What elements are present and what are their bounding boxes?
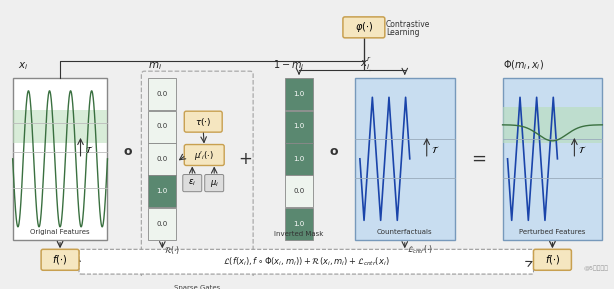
Bar <box>149 208 176 240</box>
Text: 1.0: 1.0 <box>293 123 305 129</box>
Text: $\mathcal{L}(f(x_i), f\circ\Phi(x_i, m_i))+\mathcal{R}(x_i, m_i)+\mathcal{L}_{cn: $\mathcal{L}(f(x_i), f\circ\Phi(x_i, m_i… <box>223 255 389 268</box>
Text: $\epsilon_i$: $\epsilon_i$ <box>188 178 196 188</box>
FancyBboxPatch shape <box>41 249 79 270</box>
Text: 0.0: 0.0 <box>293 188 305 194</box>
Text: o: o <box>123 145 132 158</box>
Text: $m_i$: $m_i$ <box>149 60 163 72</box>
Text: $\mathcal{T}$: $\mathcal{T}$ <box>430 144 439 155</box>
Bar <box>149 175 176 208</box>
FancyBboxPatch shape <box>204 175 223 192</box>
Text: Inverted Mask: Inverted Mask <box>274 231 324 237</box>
Text: $\mu_i$: $\mu_i$ <box>210 178 219 189</box>
Text: 1.0: 1.0 <box>157 188 168 194</box>
Text: Contrastive: Contrastive <box>386 20 430 29</box>
Bar <box>13 78 107 240</box>
Text: Original Features: Original Features <box>30 229 90 235</box>
Text: +: + <box>239 150 252 168</box>
Text: 1.0: 1.0 <box>293 156 305 162</box>
Text: Sparse Gates: Sparse Gates <box>174 285 220 289</box>
Text: 0.0: 0.0 <box>157 221 168 227</box>
FancyBboxPatch shape <box>343 17 385 38</box>
FancyBboxPatch shape <box>184 144 224 166</box>
Text: @5分钟博客: @5分钟博客 <box>583 266 608 271</box>
Text: 0.0: 0.0 <box>157 156 168 162</box>
Bar <box>149 143 176 175</box>
Text: $\mathcal{T}$: $\mathcal{T}$ <box>578 144 587 155</box>
Text: 0.0: 0.0 <box>157 91 168 97</box>
FancyBboxPatch shape <box>183 175 202 192</box>
FancyBboxPatch shape <box>79 249 534 274</box>
Text: $f(\cdot)$: $f(\cdot)$ <box>545 253 560 266</box>
FancyBboxPatch shape <box>184 111 222 132</box>
Text: 1.0: 1.0 <box>293 91 305 97</box>
Text: o: o <box>330 145 338 158</box>
Bar <box>13 110 107 143</box>
Text: $x_i^r$: $x_i^r$ <box>360 56 372 72</box>
Bar <box>285 143 313 175</box>
Text: $\mu'_i(\cdot)$: $\mu'_i(\cdot)$ <box>194 149 214 162</box>
Text: $\mathcal{L}_{cntr}(\cdot)$: $\mathcal{L}_{cntr}(\cdot)$ <box>406 244 433 256</box>
Bar <box>285 111 313 143</box>
Bar <box>355 78 454 240</box>
Text: $1 - m_i$: $1 - m_i$ <box>273 58 305 72</box>
FancyBboxPatch shape <box>534 249 572 270</box>
Bar <box>149 111 176 143</box>
Bar <box>502 107 602 143</box>
Bar <box>149 78 176 110</box>
Text: Learning: Learning <box>386 28 419 37</box>
Text: 1.0: 1.0 <box>293 221 305 227</box>
Bar <box>285 208 313 240</box>
Text: =: = <box>471 150 486 168</box>
Text: $x_i$: $x_i$ <box>18 60 28 72</box>
Text: $\mathcal{R}(\cdot)$: $\mathcal{R}(\cdot)$ <box>165 244 181 255</box>
Text: Counterfactuals: Counterfactuals <box>377 229 433 235</box>
Text: $\tau(\cdot)$: $\tau(\cdot)$ <box>195 116 211 128</box>
Text: $f(\cdot)$: $f(\cdot)$ <box>52 253 68 266</box>
Text: $\mathcal{T}$: $\mathcal{T}$ <box>85 144 93 155</box>
Bar <box>285 175 313 208</box>
Text: 0.0: 0.0 <box>157 123 168 129</box>
Text: $\varphi(\cdot)$: $\varphi(\cdot)$ <box>355 20 373 34</box>
Bar <box>502 78 602 240</box>
Text: Perturbed Features: Perturbed Features <box>519 229 586 235</box>
Text: $\Phi(m_i, x_i)$: $\Phi(m_i, x_i)$ <box>502 59 543 72</box>
Bar <box>285 78 313 110</box>
